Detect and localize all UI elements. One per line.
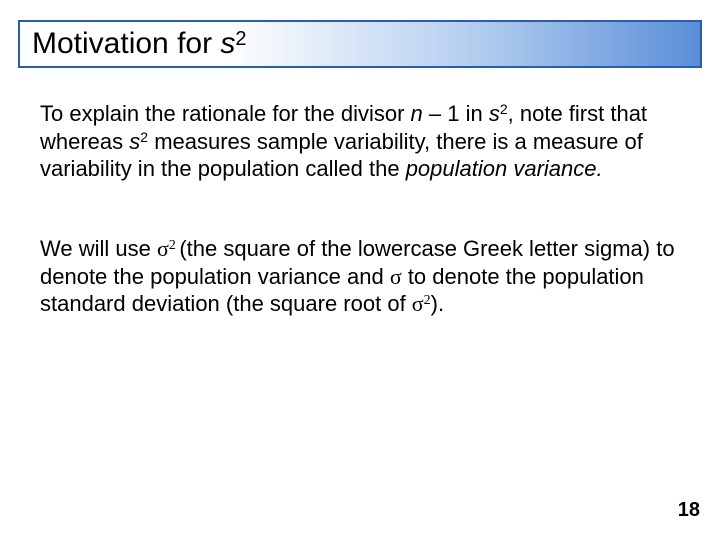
title-box: Motivation for s2 — [18, 20, 702, 68]
p1-popvar: population variance. — [406, 156, 603, 181]
p2-text1: We will use — [40, 236, 157, 261]
paragraph-2: We will use σ2 (the square of the lowerc… — [40, 235, 680, 318]
p1-sup1: 2 — [500, 101, 508, 117]
p2-sup1: 2 — [169, 238, 180, 253]
title-prefix: Motivation for — [32, 27, 220, 60]
p2-sup3: 2 — [424, 293, 431, 308]
p1-text1: To explain the rationale for the divisor — [40, 101, 411, 126]
p2-text4: ). — [431, 291, 444, 316]
p1-text2: – 1 in — [423, 101, 489, 126]
title-variable: s — [220, 27, 235, 60]
title-superscript: 2 — [235, 28, 246, 50]
p1-sup2: 2 — [140, 129, 148, 145]
slide-title: Motivation for s2 — [32, 27, 247, 61]
p2-sigma3: σ — [412, 291, 424, 316]
p2-sigma1: σ — [157, 236, 169, 261]
page-number: 18 — [678, 499, 700, 522]
paragraph-1: To explain the rationale for the divisor… — [40, 100, 680, 183]
p2-sigma2: σ — [390, 264, 402, 289]
p1-s2: s — [129, 129, 140, 154]
p1-n: n — [411, 101, 423, 126]
p1-s: s — [489, 101, 500, 126]
